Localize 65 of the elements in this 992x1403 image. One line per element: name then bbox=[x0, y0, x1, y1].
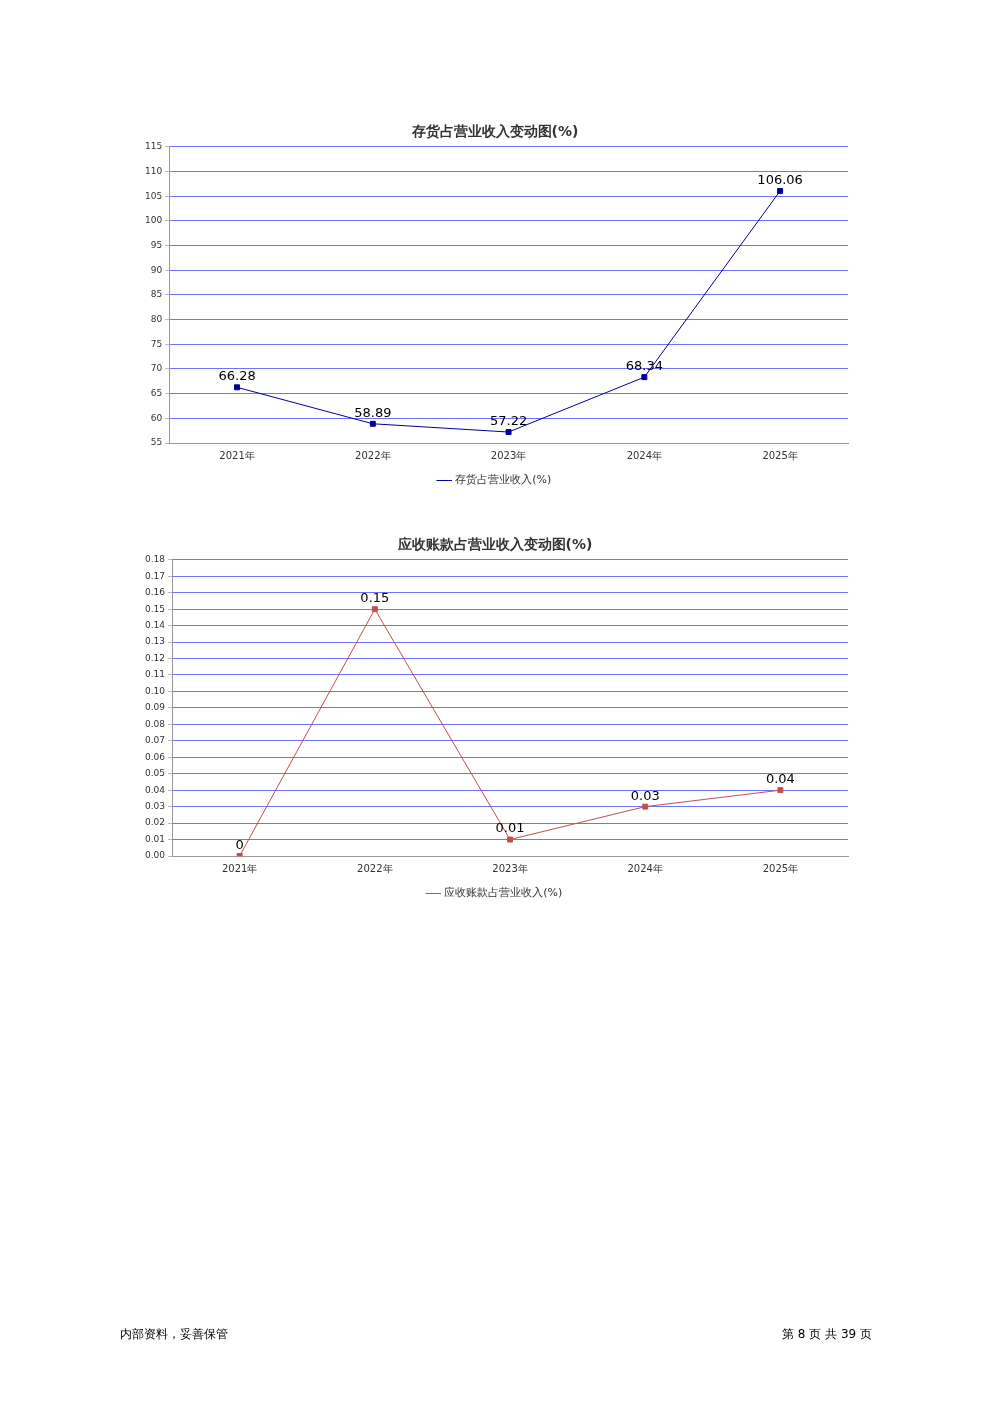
y-tick-label: 115 bbox=[144, 141, 163, 152]
y-tick-label: 0.06 bbox=[144, 751, 166, 762]
y-tick-label: 0.15 bbox=[144, 603, 166, 614]
y-tick-label: 85 bbox=[150, 289, 163, 300]
x-tick-label: 2023年 bbox=[492, 862, 528, 874]
y-tick-label: 55 bbox=[150, 437, 163, 448]
point bbox=[777, 187, 784, 194]
legend-label: 应收账款占营业收入(%) bbox=[444, 886, 563, 900]
point bbox=[507, 836, 513, 843]
y-tick-label: 0.13 bbox=[144, 636, 166, 647]
x-tick-label: 2022年 bbox=[357, 862, 393, 874]
y-tick-label: 75 bbox=[150, 338, 163, 349]
x-tick-label: 2024年 bbox=[626, 449, 663, 461]
y-tick-label: 0.11 bbox=[144, 669, 166, 680]
data-label: 0.03 bbox=[630, 787, 660, 803]
x-tick-label: 2025年 bbox=[762, 862, 799, 874]
point bbox=[641, 374, 648, 381]
y-tick-label: 95 bbox=[150, 239, 163, 250]
y-tick-label: 0.08 bbox=[144, 718, 166, 729]
y-tick-label: 0.12 bbox=[144, 652, 166, 663]
point bbox=[777, 787, 784, 794]
y-tick-label: 0.07 bbox=[144, 735, 166, 746]
legend-label: 存货占营业收入(%) bbox=[455, 473, 552, 487]
chart-title: 应收账款占营业收入变动图(%) bbox=[396, 536, 593, 553]
y-tick-label: 0.02 bbox=[144, 817, 166, 828]
point bbox=[642, 803, 649, 810]
point bbox=[234, 384, 241, 391]
x-tick-label: 2023年 bbox=[490, 449, 527, 461]
y-tick-label: 0.09 bbox=[144, 702, 166, 713]
y-tick-label: 105 bbox=[144, 190, 163, 201]
x-tick-label: 2022年 bbox=[355, 449, 391, 461]
x-tick-label: 2025年 bbox=[762, 449, 798, 461]
chart-title: 存货占营业收入变动图(%) bbox=[410, 123, 579, 140]
point bbox=[371, 606, 378, 613]
data-label: 58.89 bbox=[354, 404, 392, 420]
y-tick-label: 65 bbox=[150, 387, 163, 398]
y-tick-label: 0.04 bbox=[144, 784, 166, 795]
y-tick-label: 0.10 bbox=[144, 685, 166, 696]
data-label: 0 bbox=[235, 836, 244, 852]
y-tick-label: 70 bbox=[150, 363, 163, 374]
x-tick-label: 2021年 bbox=[221, 862, 258, 874]
x-tick-label: 2024年 bbox=[627, 862, 663, 874]
y-tick-label: 0.18 bbox=[144, 554, 166, 565]
y-tick-label: 0.03 bbox=[144, 800, 166, 811]
y-tick-label: 0.14 bbox=[144, 619, 166, 630]
y-tick-label: 100 bbox=[144, 215, 163, 226]
y-tick-label: 80 bbox=[150, 313, 163, 324]
y-tick-label: 0.16 bbox=[144, 587, 166, 598]
y-tick-label: 0.05 bbox=[144, 768, 166, 779]
y-tick-label: 110 bbox=[144, 165, 163, 176]
y-tick-label: 0.00 bbox=[144, 850, 166, 861]
data-label: 0.04 bbox=[765, 771, 795, 787]
data-label: 0.15 bbox=[360, 590, 390, 606]
point bbox=[369, 420, 376, 427]
data-label: 66.28 bbox=[218, 368, 256, 384]
y-tick-label: 0.17 bbox=[144, 570, 166, 581]
y-tick-label: 0.01 bbox=[144, 833, 166, 844]
y-tick-label: 90 bbox=[150, 264, 163, 275]
text: 第 8 页 共 39 页 bbox=[782, 1326, 872, 1343]
data-label: 106.06 bbox=[757, 171, 803, 187]
text: 内部资料，妥善保管 bbox=[120, 1326, 228, 1343]
data-label: 0.01 bbox=[495, 820, 525, 836]
x-tick-label: 2021年 bbox=[219, 449, 255, 461]
point bbox=[505, 429, 512, 436]
y-tick-label: 60 bbox=[150, 412, 163, 423]
